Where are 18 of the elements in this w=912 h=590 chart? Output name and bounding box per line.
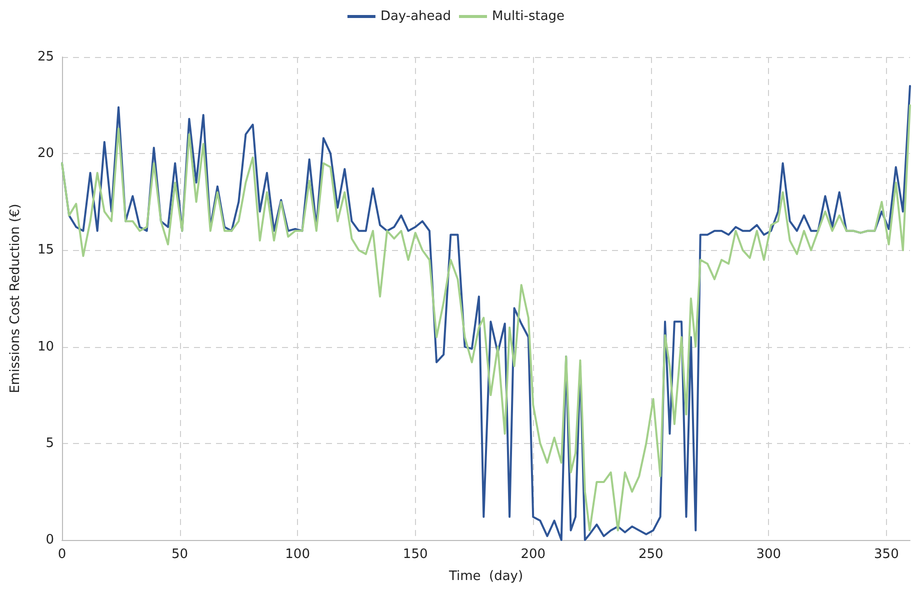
x-tick-label: 0	[58, 547, 66, 562]
x-tick-label: 100	[285, 547, 310, 562]
y-tick-label: 25	[37, 50, 54, 64]
x-tick-label: 150	[402, 547, 428, 562]
legend-label: Day-ahead	[380, 9, 452, 24]
y-tick-label: 10	[37, 339, 54, 354]
y-tick-label: 5	[46, 436, 54, 451]
legend-label: Multi-stage	[492, 9, 565, 24]
x-tick-label: 200	[520, 547, 546, 562]
y-tick-label: 20	[37, 146, 54, 162]
y-tick-label: 0	[46, 532, 54, 548]
y-axis-title: Emissions Cost Reduction (€)	[8, 204, 23, 394]
y-tick-label: 15	[37, 242, 54, 258]
x-axis-title: Time (day)	[448, 569, 524, 584]
x-tick-label: 50	[172, 547, 188, 562]
x-tick-label: 250	[638, 547, 664, 562]
x-tick-label: 300	[756, 547, 782, 562]
x-tick-label: 350	[874, 547, 899, 562]
